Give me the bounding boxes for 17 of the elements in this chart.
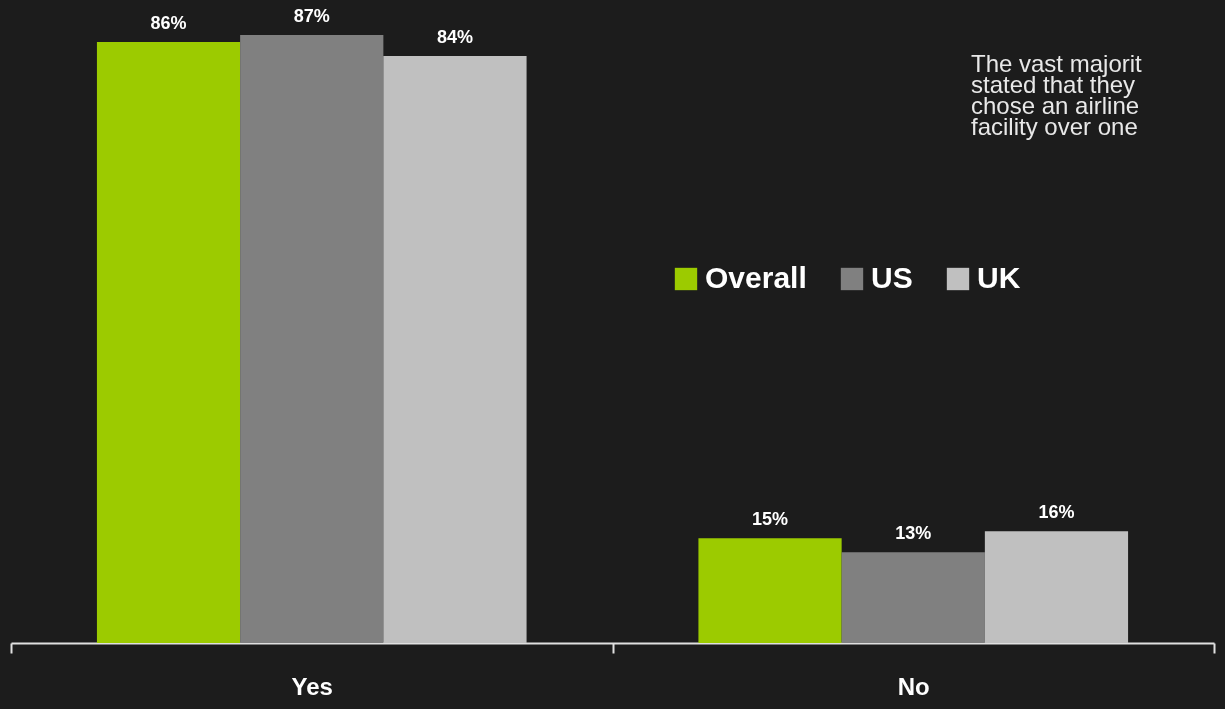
bar — [698, 538, 842, 643]
bar — [841, 552, 985, 643]
data-label: 86% — [150, 12, 187, 33]
data-label: 87% — [293, 5, 330, 26]
x-tick-label: No — [897, 672, 930, 700]
x-tick-label: Yes — [291, 672, 333, 700]
data-label: 16% — [1038, 502, 1075, 523]
bar — [240, 34, 384, 643]
bar — [984, 531, 1129, 643]
legend-label: Overall — [705, 261, 807, 294]
legend-label: UK — [977, 261, 1021, 294]
data-label: 84% — [436, 26, 473, 47]
data-label: 15% — [752, 509, 789, 530]
legend-label: US — [871, 261, 913, 294]
bar — [383, 55, 527, 643]
bar — [96, 41, 241, 643]
data-label: 13% — [895, 523, 932, 544]
